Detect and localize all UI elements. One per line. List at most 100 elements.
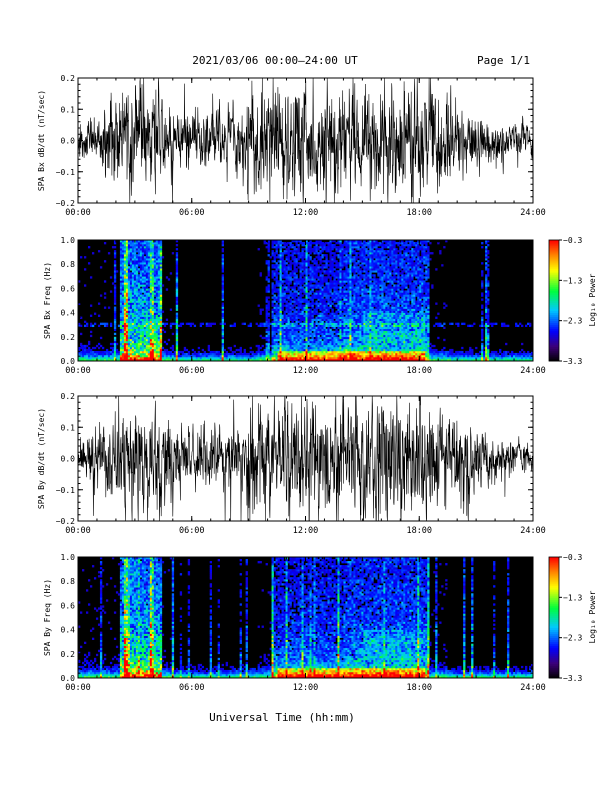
bx_spec-cell (187, 352, 191, 356)
bx_spec-cell (307, 354, 310, 358)
bx_spec-cell (221, 270, 224, 273)
bx_spec-cell (327, 334, 330, 338)
bx_spec-cell (151, 286, 155, 289)
bx_spec-cell (119, 334, 123, 338)
bx_spec-cell (135, 290, 139, 293)
bx_spec-cell (299, 300, 302, 303)
bx_spec-cell (135, 336, 139, 340)
bx_spec-cell (329, 278, 332, 281)
bx_spec-cell (309, 298, 312, 301)
bx_spec-cell (373, 312, 376, 315)
bx_spec-cell (193, 352, 197, 356)
bx_spec-cell (149, 298, 153, 301)
bx_spec-cell (329, 280, 332, 283)
bx_spec-cell (353, 244, 356, 247)
bx_spec-cell (125, 240, 129, 243)
bx_spec-cell (305, 246, 308, 249)
bx_spec-cell (345, 340, 348, 344)
bx_spec-cell (103, 354, 107, 358)
bx_spec-cell (357, 324, 360, 328)
bx_spec-cell (359, 274, 362, 277)
bx_spec-cell (145, 248, 149, 251)
bx_spec-cell (149, 292, 153, 295)
bx_spec-cell (349, 308, 352, 311)
bx_spec-cell (309, 314, 312, 317)
bx_spec-cell (137, 270, 141, 273)
bx_spec-cell (135, 258, 139, 261)
bx_spec-cell (363, 336, 366, 340)
bx_spec-cell (343, 310, 346, 313)
bx_spec-cell (299, 314, 302, 317)
bx_spec-cell (325, 344, 328, 348)
bx_spec-cell (343, 286, 346, 289)
bx_spec-cell (97, 356, 101, 360)
bx_spec-cell (295, 316, 298, 319)
bx_spec-cell (159, 348, 163, 352)
bx_spec-cell (329, 294, 332, 297)
bx_spec-cell (145, 336, 149, 340)
bx_spec-cell (145, 328, 149, 332)
bx_spec-cell (341, 328, 344, 332)
bx_spec-cell (299, 256, 302, 259)
bx_spec-cell (367, 262, 370, 265)
bx_spec-cell (349, 314, 352, 317)
bx_spec-cell (291, 308, 294, 311)
bx_spec-cell (339, 282, 342, 285)
bx_spec-cell (285, 290, 288, 293)
bx_spec-cell (303, 344, 306, 348)
bx_spec-cell (371, 312, 374, 315)
bx_spec-cell (131, 314, 135, 317)
bx_spec-cell (297, 282, 300, 285)
bx_spec-cell (297, 312, 300, 315)
bx_spec-cell (141, 246, 145, 249)
bx_spec-cell (149, 334, 153, 338)
bx_spec-cell (97, 324, 101, 328)
bx_spec-cell (145, 290, 149, 293)
bx_spec-cell (143, 276, 147, 279)
bx_spec-cell (369, 326, 372, 330)
bx_spec-cell (291, 350, 294, 354)
bx_spec-cell (305, 344, 308, 348)
bx_spec-cell (289, 308, 292, 311)
bx_spec-cell (121, 264, 125, 267)
bx_spec-cell (367, 298, 370, 301)
bx_spec-cell (273, 284, 276, 287)
bx_spec-cell (333, 304, 336, 307)
bx_spec-cell (189, 358, 193, 362)
bx_spec-cell (361, 346, 364, 350)
bx_spec-cell (371, 244, 374, 247)
bx_spec-cell (351, 252, 354, 255)
bx_spec-cell (85, 354, 89, 358)
bx_spec-cell (267, 330, 270, 334)
bx_spec-cell (299, 266, 302, 269)
bx_spec-cell (299, 328, 302, 332)
bx_spec-cell (353, 246, 356, 249)
bx_spec-cell (145, 316, 149, 319)
bx_spec-cell (147, 310, 151, 313)
bx_spec-cell (303, 326, 306, 330)
bx_spec-cell (307, 320, 310, 323)
bx_spec-cell (285, 272, 288, 275)
bx_spec-cell (133, 318, 137, 321)
bx_spec-cell (287, 268, 290, 271)
bx_spec-cell (303, 308, 306, 311)
bx_spec-cell (377, 304, 380, 307)
bx_spec-cell (311, 312, 314, 315)
bx_spec-cell (295, 342, 298, 346)
bx_spec-cell (137, 320, 141, 323)
bx_spec-cell (377, 356, 380, 360)
bx_spec-cell (347, 320, 350, 323)
bx_spec-cell (373, 266, 376, 269)
bx_spec-cell (131, 260, 135, 263)
bx_spec-cell (335, 358, 338, 362)
bx_spec-cell (351, 356, 354, 360)
bx_spec-cell (371, 292, 374, 295)
bx_spec-cell (335, 254, 338, 257)
bx_spec-cell (277, 254, 280, 257)
bx_spec-cell (327, 346, 330, 350)
bx_spec-cell (149, 302, 153, 305)
bx_spec-cell (363, 294, 366, 297)
bx_spec-cell (293, 240, 296, 243)
bx_spec-cell (171, 346, 175, 350)
bx_spec-cell (321, 322, 324, 325)
